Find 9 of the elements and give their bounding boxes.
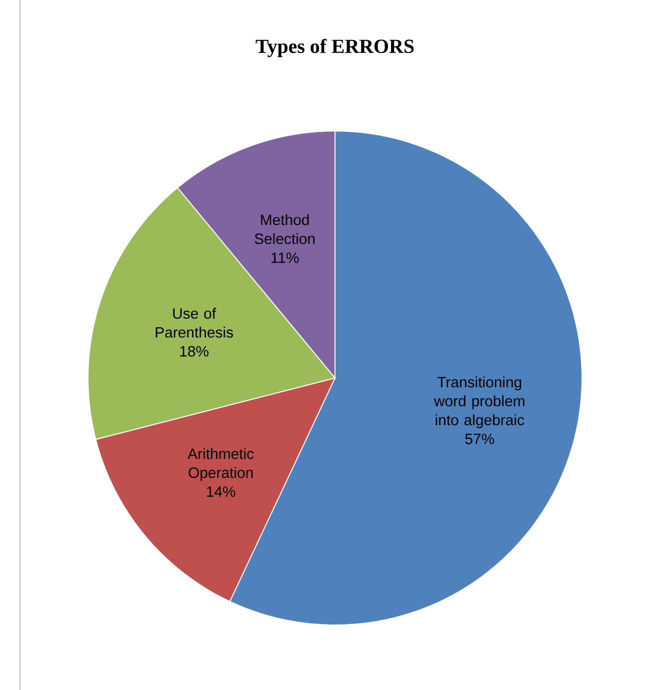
- data-label: 57%: [465, 434, 494, 444]
- slice-label: Method Selection: [254, 214, 315, 244]
- data-label: 11%: [272, 252, 299, 263]
- slice-label: Transitioning word problem into algebraic: [434, 376, 524, 428]
- slice-label: Use of Parenthesis: [156, 308, 233, 338]
- data-label: 18%: [180, 346, 208, 357]
- chart-title: Types of ERRORS: [256, 38, 414, 58]
- slice-label: Arithmetic Operation: [188, 448, 254, 481]
- data-label: 14%: [207, 486, 236, 497]
